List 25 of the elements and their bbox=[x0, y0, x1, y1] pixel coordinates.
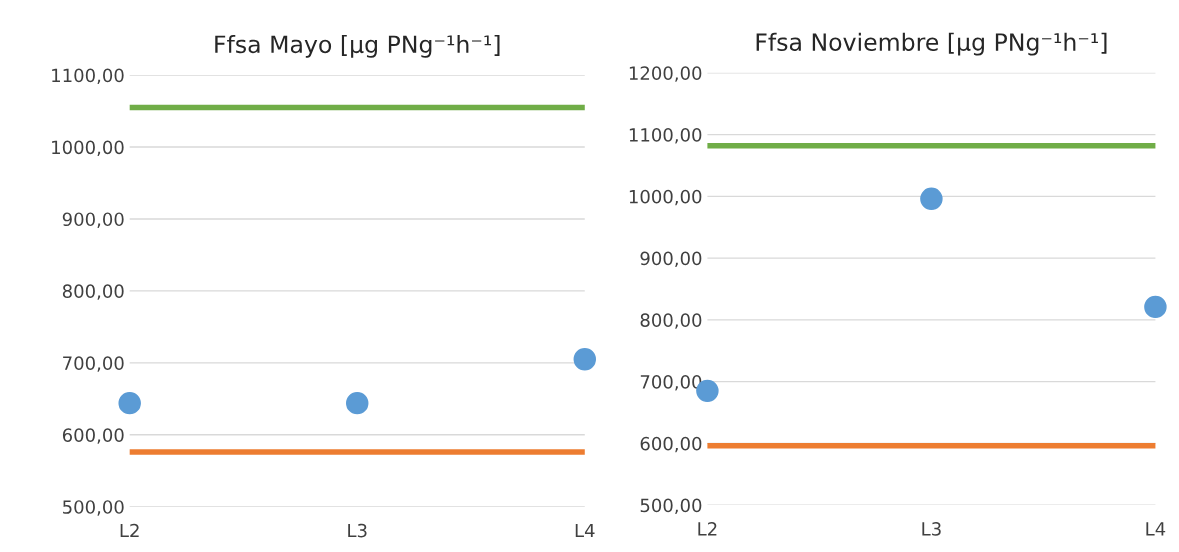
y-tick-label: 700,00 bbox=[63, 356, 124, 372]
x-tick-label: L3 bbox=[922, 522, 941, 536]
x-tick-label: L4 bbox=[1146, 522, 1166, 536]
point bbox=[920, 187, 943, 211]
y-tick-label: 1000,00 bbox=[629, 189, 702, 206]
chart-title: Ffsa Mayo [µg PNg⁻¹h⁻¹] bbox=[215, 34, 500, 58]
x-tick-label: L2 bbox=[698, 522, 717, 536]
y-tick-label: 1000,00 bbox=[52, 140, 124, 156]
y-tick-label: 700,00 bbox=[640, 375, 702, 391]
y-tick-label: 900,00 bbox=[640, 251, 702, 268]
y-tick-label: 500,00 bbox=[63, 500, 124, 516]
x-tick-label: L2 bbox=[120, 523, 139, 538]
y-tick-label: 1100,00 bbox=[52, 68, 124, 85]
x-tick-label: L4 bbox=[575, 523, 595, 538]
chart-title: Ffsa Noviembre [µg PNg⁻¹h⁻¹] bbox=[756, 32, 1107, 56]
y-tick-label: 1100,00 bbox=[629, 128, 702, 144]
y-tick-label: 800,00 bbox=[640, 313, 702, 329]
y-tick-label: 900,00 bbox=[62, 212, 124, 228]
y-tick-label: 600,00 bbox=[62, 428, 124, 444]
point bbox=[1144, 295, 1167, 319]
x-tick-label: L3 bbox=[348, 523, 367, 538]
y-tick-label: 800,00 bbox=[62, 284, 124, 300]
y-tick-label: 600,00 bbox=[640, 436, 702, 453]
y-tick-label: 500,00 bbox=[640, 498, 702, 515]
y-tick-label: 1200,00 bbox=[629, 66, 702, 82]
